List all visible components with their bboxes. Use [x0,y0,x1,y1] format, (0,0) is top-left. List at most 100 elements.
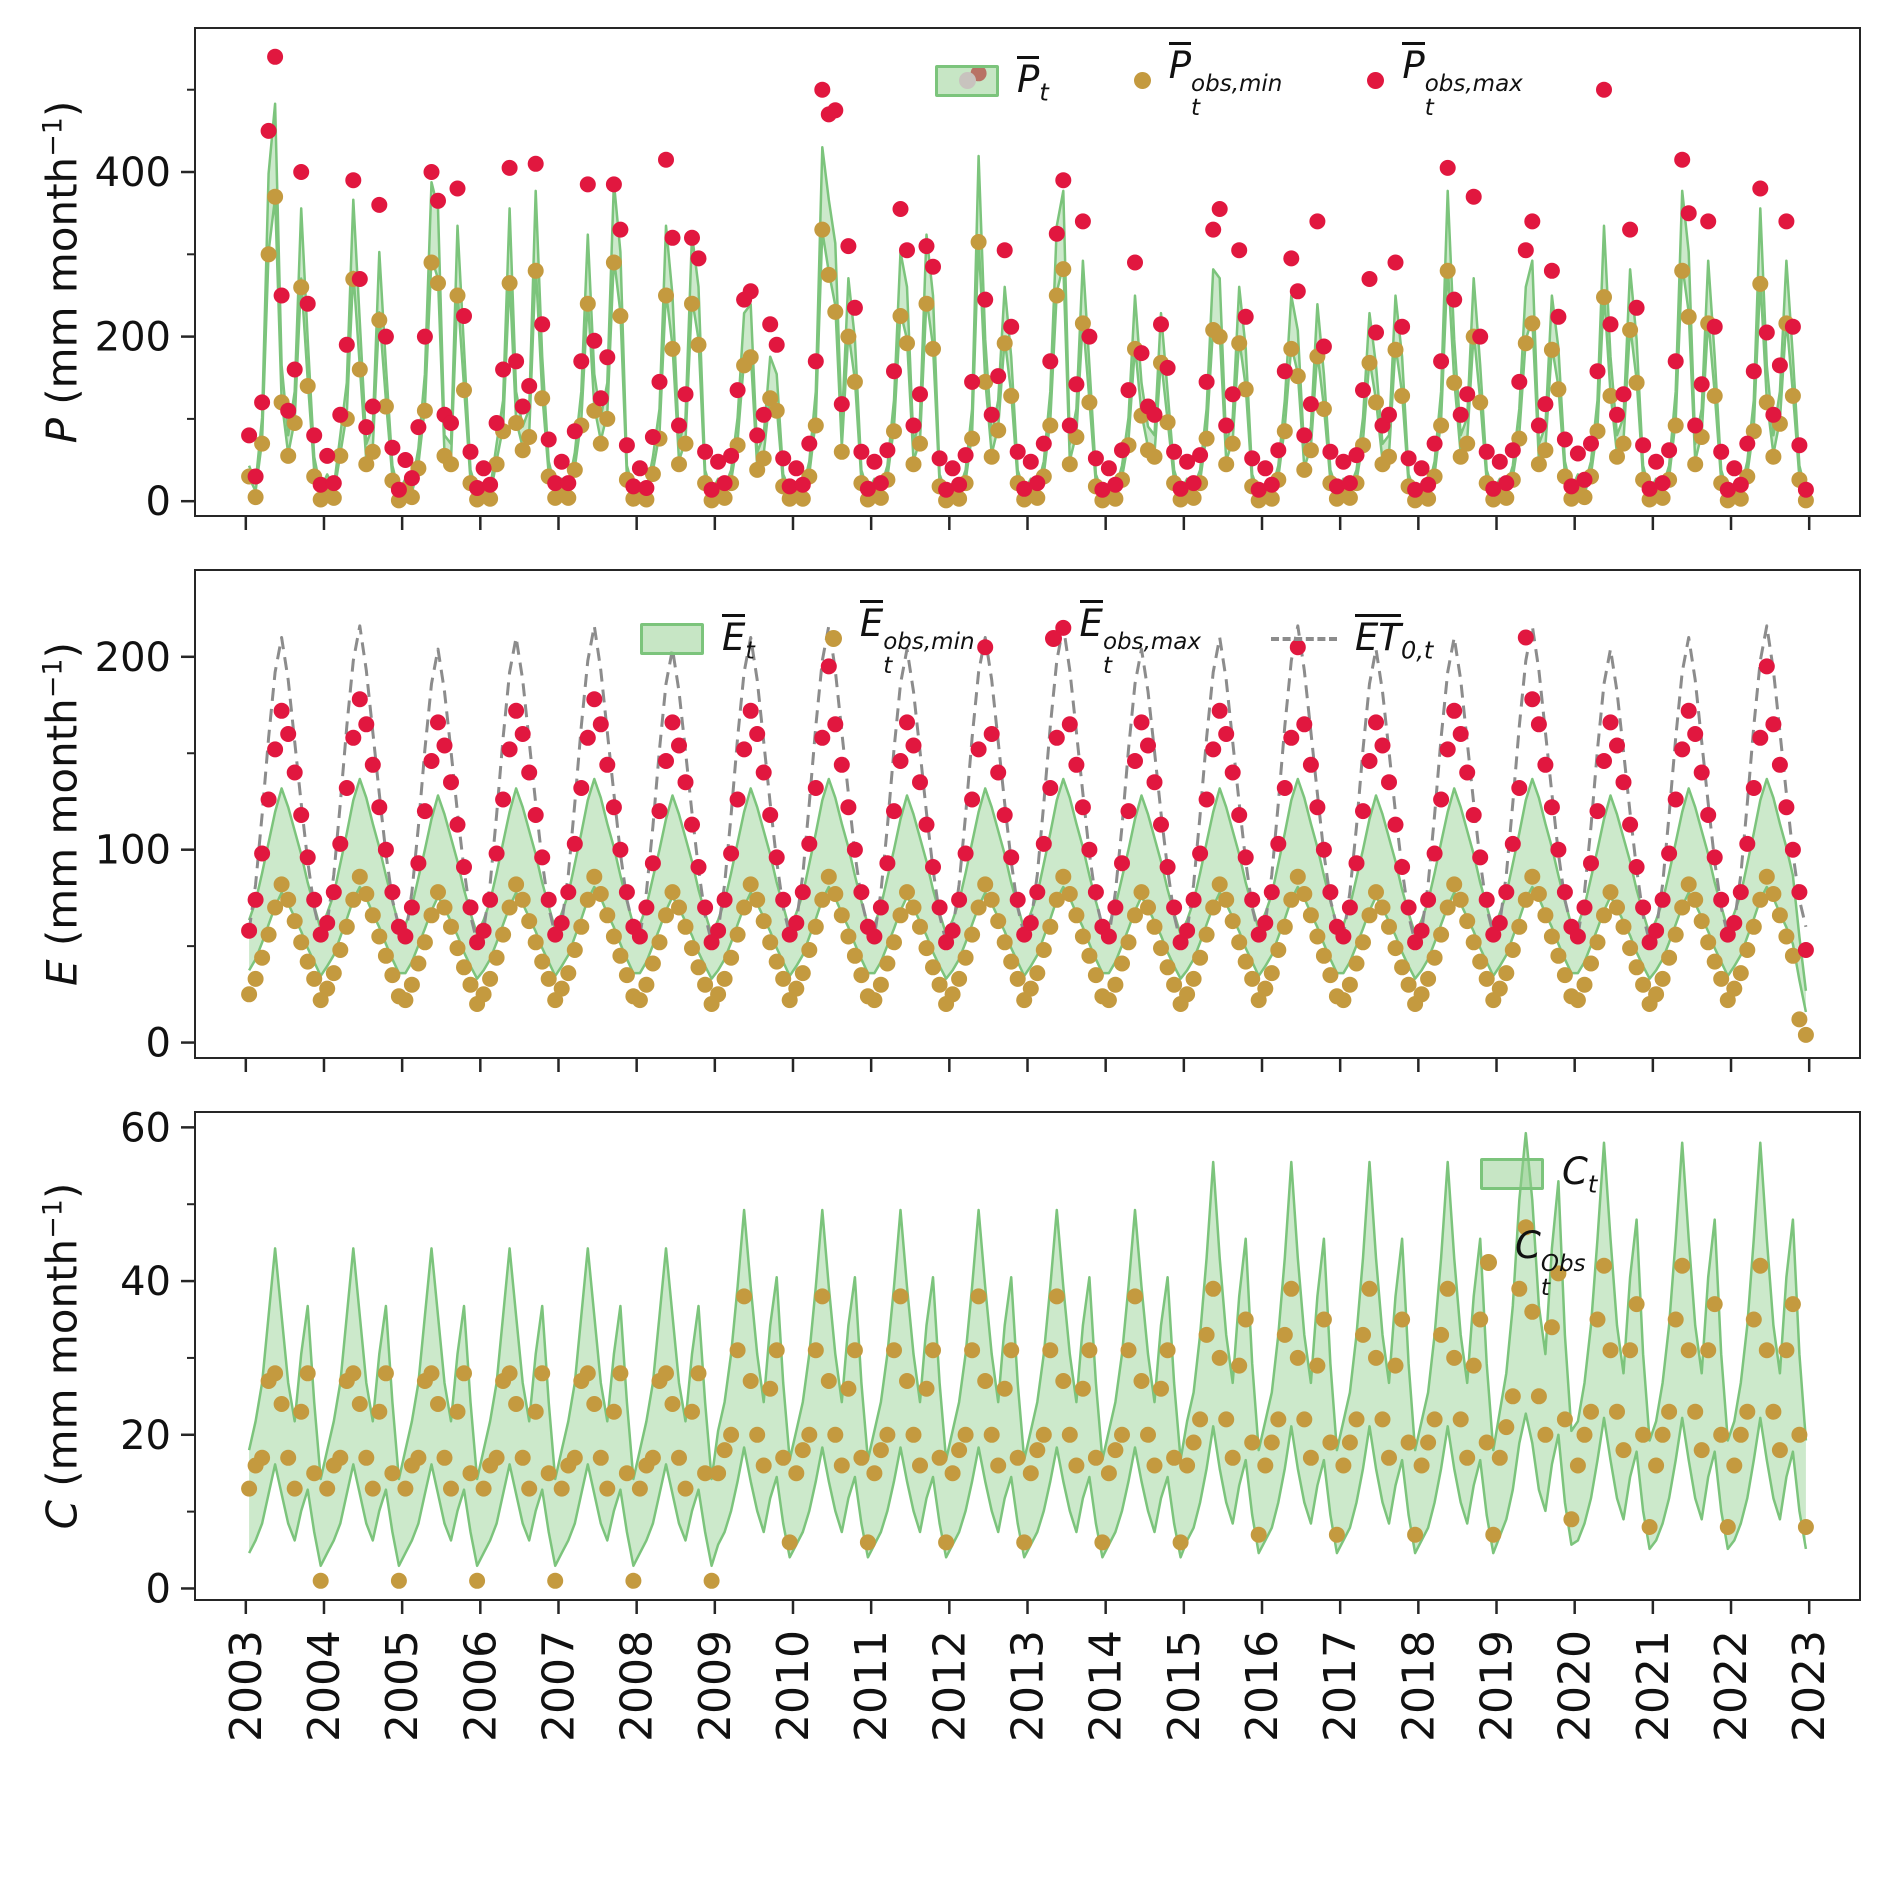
obs-max-point-E [416,803,433,820]
obs-min-point-E [983,891,1000,908]
obs-point-C [1778,1342,1795,1359]
obs-point-C [710,1465,727,1482]
obs-point-C [1185,1434,1202,1451]
obs-max-point-P [469,480,486,496]
obs-min-point-E [1674,899,1691,916]
obs-min-point-P [886,423,902,440]
obs-max-point-E [1485,926,1502,943]
obs-max-point-E [1341,899,1358,916]
obs-min-point-P [664,340,681,357]
obs-min-point-E [1355,934,1371,951]
obs-min-point-E [1446,876,1463,893]
obs-min-point-P [1381,448,1397,465]
obs-max-point-E [931,899,948,916]
obs-max-point-P [488,415,505,431]
obs-point-C [944,1465,961,1482]
obs-point-C [866,1465,883,1482]
obs-max-point-P [996,242,1013,259]
obs-min-point-E [410,955,427,972]
obs-max-point-P [1172,480,1189,497]
obs-min-point-P [677,435,694,452]
obs-min-point-P [1283,340,1300,357]
obs-min-point-E [1648,986,1665,1003]
obs-max-point-P [508,353,525,370]
obs-max-point-E [872,899,889,916]
obs-point-C [1615,1442,1632,1459]
obs-point-C [1413,1457,1430,1474]
band-swatch-icon [640,622,704,655]
obs-max-point-E [488,845,505,862]
obs-point-C [364,1480,381,1497]
obs-point-C [501,1365,518,1382]
obs-max-point-P [807,353,824,370]
obs-max-point-P [247,468,264,485]
obs-max-point-E [254,845,271,862]
obs-point-C [762,1380,779,1397]
obs-min-point-E [462,976,479,993]
obs-min-point-E [1459,913,1476,930]
obs-min-point-E [1042,918,1059,935]
x-tick-label: 2003 [221,1630,272,1742]
obs-min-point-E [1758,868,1775,885]
obs-min-point-E [684,940,700,957]
obs-min-point-P [1159,414,1176,431]
obs-max-point-E [736,741,753,758]
obs-max-point-P [618,437,635,454]
obs-max-point-P [1120,382,1137,399]
obs-point-C [1048,1288,1065,1305]
obs-point-C [286,1480,303,1497]
obs-max-point-P [254,394,271,411]
obs-max-point-P [1654,475,1671,492]
obs-min-point-E [794,965,811,982]
obs-min-point-E [1498,965,1515,982]
obs-min-marker-icon [824,630,842,648]
obs-max-point-E [560,884,577,901]
obs-max-point-E [1583,855,1599,872]
obs-max-point-P [345,172,362,189]
obs-min-point-P [1752,275,1769,292]
obs-min-point-P [1596,289,1612,306]
obs-max-point-P [1407,481,1424,498]
obs-max-point-P [1048,225,1065,242]
obs-min-point-P [1459,435,1476,452]
obs-point-C [1003,1342,1020,1359]
obs-max-point-P [1205,221,1222,238]
obs-max-point-E [788,915,805,931]
x-tick-label: 2019 [1472,1630,1523,1742]
obs-min-point-E [573,918,590,935]
obs-max-point-E [501,741,518,758]
obs-point-C [794,1442,811,1459]
obs-min-point-P [1615,435,1632,452]
obs-max-point-P [1530,417,1547,434]
obs-point-C [423,1365,440,1382]
obs-min-point-E [671,899,687,916]
obs-point-C [1322,1434,1339,1451]
obs-point-C [1797,1519,1814,1535]
obs-min-point-P [599,410,616,427]
obs-point-C [1713,1426,1730,1443]
obs-max-point-E [703,934,720,951]
obs-min-point-E [1700,934,1717,951]
obs-max-point-E [612,841,629,858]
obs-min-point-P [1680,308,1697,325]
obs-max-point-P [1583,435,1599,452]
obs-min-point-E [1550,947,1567,964]
obs-min-point-P [827,303,844,320]
obs-point-C [397,1480,414,1497]
obs-max-point-E [384,884,401,901]
obs-max-point-E [1596,753,1612,769]
obs-point-C [892,1288,909,1305]
obs-point-C [1029,1442,1046,1459]
obs-min-point-E [801,942,818,958]
obs-min-point-E [586,868,603,885]
obs-point-C [1159,1342,1176,1359]
obs-max-point-E [1641,934,1658,951]
obs-max-marker-icon [1044,630,1062,648]
obs-point-C [566,1449,583,1466]
obs-min-point-P [482,490,499,507]
obs-max-point-E [1120,803,1137,820]
obs-min-point-P [964,430,981,447]
obs-min-point-P [260,246,277,263]
